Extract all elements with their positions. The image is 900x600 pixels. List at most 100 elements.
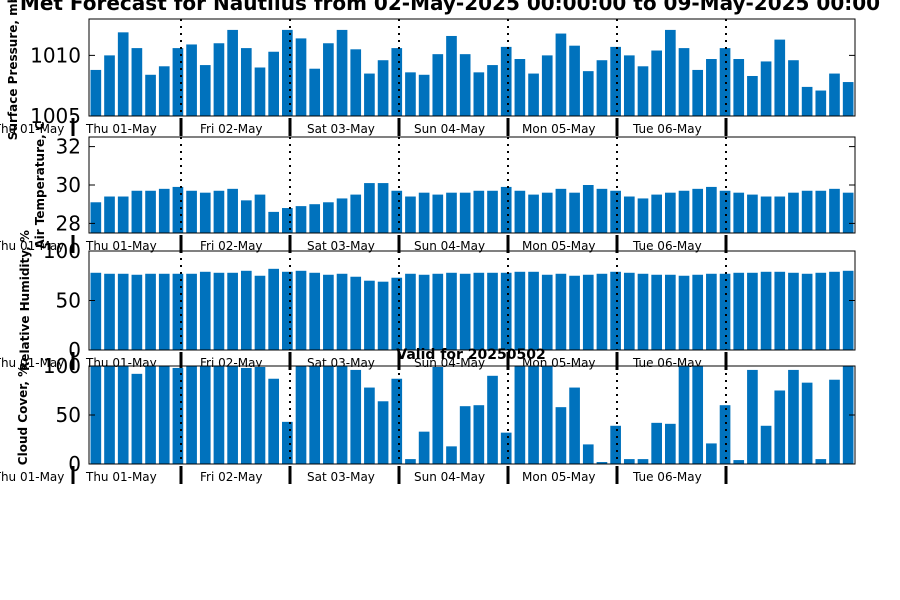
- bar-panel4-16: [295, 366, 307, 464]
- date-label-panel4-4: Sun 04-May: [414, 470, 485, 484]
- bar-panel2-9: [199, 192, 211, 233]
- bar-panel3-50: [760, 271, 772, 350]
- bar-panel2-29: [473, 190, 485, 233]
- bar-panel2-39: [610, 190, 621, 233]
- date-label-panel1-4: Sun 04-May: [414, 122, 485, 136]
- y-axis-label-panel4: Cloud Cover, %: [16, 365, 30, 465]
- bar-panel3-29: [473, 272, 485, 350]
- bar-panel3-39: [610, 271, 621, 350]
- bar-panel4-28: [459, 406, 471, 464]
- bar-panel1-5: [145, 74, 156, 116]
- bar-panel3-19: [336, 273, 348, 350]
- bar-panel2-54: [815, 190, 827, 233]
- bar-panel4-48: [733, 460, 745, 464]
- bar-panel3-42: [651, 274, 662, 350]
- bar-panel2-37: [582, 185, 594, 233]
- bar-panel2-45: [692, 188, 704, 233]
- bar-panel1-29: [473, 72, 485, 116]
- bar-panel1-36: [569, 45, 580, 116]
- bar-panel1-8: [186, 44, 197, 116]
- bar-panel4-43: [665, 423, 676, 464]
- bar-panel3-32: [514, 271, 526, 350]
- bar-panel2-49: [747, 194, 758, 233]
- bar-panel2-34: [541, 192, 553, 233]
- bar-panel4-38: [596, 462, 608, 464]
- bar-panel4-26: [432, 366, 444, 464]
- bar-panel1-37: [582, 71, 594, 116]
- y-tick-label-panel4-2: 50: [56, 403, 81, 427]
- bar-panel4-10: [213, 366, 225, 464]
- bar-panel3-25: [418, 274, 430, 350]
- bar-panel1-27: [446, 35, 457, 116]
- y-axis-label-panel3: Relative Humidity, %: [18, 230, 32, 371]
- date-label-panel1-5: Mon 05-May: [522, 122, 596, 136]
- bar-panel1-13: [254, 67, 266, 116]
- bar-panel1-31: [500, 46, 512, 116]
- bar-panel1-51: [774, 39, 786, 116]
- bar-panel3-9: [199, 271, 211, 350]
- bar-panel4-50: [760, 425, 772, 464]
- bar-panel4-31: [500, 432, 512, 464]
- bar-panel3-1: [90, 272, 102, 350]
- bar-panel4-15: [282, 421, 293, 464]
- panel-subtitle: Valid for 20250502: [396, 347, 545, 363]
- bar-panel1-34: [541, 55, 553, 117]
- bar-panel1-24: [405, 72, 416, 116]
- bar-panel4-21: [364, 387, 375, 464]
- bar-panel1-14: [268, 51, 279, 116]
- bar-panel2-25: [418, 192, 430, 233]
- bar-panel2-52: [788, 192, 799, 233]
- bar-panel4-54: [815, 459, 827, 464]
- bar-panel4-29: [473, 405, 485, 464]
- bar-panel2-24: [405, 196, 416, 233]
- bar-panel2-4: [131, 190, 143, 233]
- bar-panel2-3: [117, 196, 129, 233]
- bar-panel1-19: [336, 29, 348, 116]
- bar-panel3-46: [706, 273, 717, 350]
- edge-date-label-panel3: Thu 01-May: [0, 356, 64, 370]
- bar-panel3-7: [172, 273, 184, 350]
- bar-panel2-55: [829, 188, 840, 233]
- bar-panel3-10: [213, 272, 225, 350]
- bar-panel3-4: [131, 274, 143, 350]
- bar-panel1-10: [213, 43, 225, 116]
- bar-panel4-47: [719, 405, 731, 464]
- y-tick-label-panel3-2: 50: [56, 289, 81, 313]
- bar-panel2-14: [268, 211, 279, 233]
- date-label-panel2-3: Sat 03-May: [307, 239, 375, 253]
- bar-panel1-49: [747, 75, 758, 116]
- bar-panel1-53: [801, 86, 813, 116]
- date-label-panel2-1: Thu 01-May: [85, 239, 157, 253]
- bar-panel1-39: [610, 46, 621, 116]
- bar-panel2-18: [323, 202, 334, 233]
- edge-date-label-panel4: Thu 01-May: [0, 470, 64, 484]
- bar-panel3-12: [240, 270, 252, 350]
- y-tick-label-panel3-3: 100: [43, 239, 81, 263]
- bar-panel3-40: [623, 272, 635, 350]
- edge-date-label-panel2: Thu 01-May: [0, 239, 64, 253]
- bar-panel4-1: [90, 366, 102, 464]
- bar-panel3-16: [295, 270, 307, 350]
- date-label-panel2-4: Sun 04-May: [414, 239, 485, 253]
- bar-panel3-5: [145, 273, 156, 350]
- date-label-panel4-1: Thu 01-May: [85, 470, 157, 484]
- chart-title: Met Forecast for Nautilus from 02-May-20…: [19, 0, 881, 15]
- bar-panel1-32: [514, 59, 526, 116]
- bar-panel3-26: [432, 273, 444, 350]
- bar-panel2-16: [295, 206, 307, 233]
- bar-panel2-31: [500, 186, 512, 233]
- bar-panel4-35: [555, 407, 567, 464]
- bar-panel3-33: [528, 271, 539, 350]
- bar-panel4-5: [145, 366, 156, 464]
- bar-panel4-49: [747, 369, 758, 464]
- bar-panel2-33: [528, 194, 539, 233]
- bar-panel1-42: [651, 50, 662, 116]
- axes-box-panel1: [88, 18, 856, 117]
- bar-panel4-56: [842, 366, 854, 464]
- bar-panel2-11: [227, 188, 238, 233]
- bar-panel1-40: [623, 55, 635, 117]
- bar-panel2-26: [432, 194, 444, 233]
- bar-panel1-4: [131, 48, 143, 116]
- bar-panel3-43: [665, 274, 676, 350]
